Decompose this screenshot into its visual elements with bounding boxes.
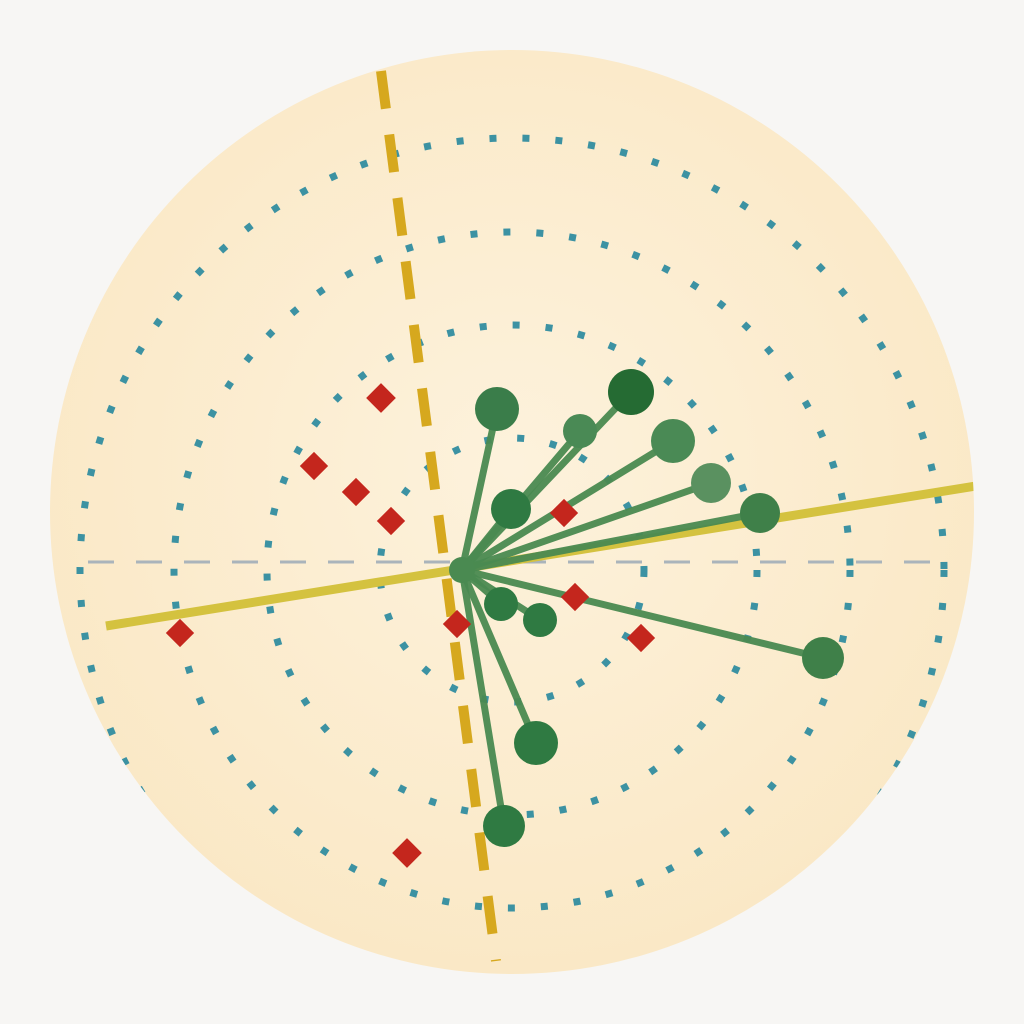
circle-marker-7 xyxy=(491,489,531,529)
circle-marker-3 xyxy=(608,369,654,415)
diamond-marker-3 xyxy=(341,477,371,507)
diamond-marker-9 xyxy=(165,618,195,648)
circle-marker-11 xyxy=(514,721,558,765)
vector-stem-10 xyxy=(458,566,827,662)
grid-ring-2 xyxy=(263,321,761,819)
vector-stem-5 xyxy=(458,479,715,574)
polar-grid-rings xyxy=(76,134,948,974)
vector-stem-6 xyxy=(458,509,764,574)
grid-ring-4 xyxy=(76,134,948,974)
diamond-marker-6 xyxy=(442,609,472,639)
diamond-marker-group xyxy=(165,383,656,868)
diamond-marker-8 xyxy=(626,623,656,653)
grid-ring-3 xyxy=(170,228,854,912)
circle-marker-8 xyxy=(484,587,518,621)
circle-marker-2 xyxy=(563,414,597,448)
circle-marker-6 xyxy=(740,493,780,533)
diamond-marker-10 xyxy=(392,838,422,868)
vector-stem-12 xyxy=(458,566,508,830)
gold-dashed-axis xyxy=(376,70,501,962)
diamond-marker-2 xyxy=(299,451,329,481)
diamond-marker-5 xyxy=(549,498,579,528)
circle-marker-group xyxy=(475,369,844,847)
circle-marker-10 xyxy=(802,637,844,679)
diamond-marker-7 xyxy=(560,582,590,612)
diamond-marker-1 xyxy=(366,383,396,413)
vector-stem-1 xyxy=(458,405,501,574)
circle-marker-12 xyxy=(483,805,525,847)
circle-marker-9 xyxy=(523,603,557,637)
circle-marker-1 xyxy=(475,387,519,431)
origin-vertex xyxy=(449,557,475,583)
vector-stem-11 xyxy=(458,566,540,747)
circle-marker-4 xyxy=(651,419,695,463)
diamond-marker-4 xyxy=(376,506,406,536)
circle-marker-5 xyxy=(691,463,731,503)
grid-ring-1 xyxy=(376,434,648,706)
